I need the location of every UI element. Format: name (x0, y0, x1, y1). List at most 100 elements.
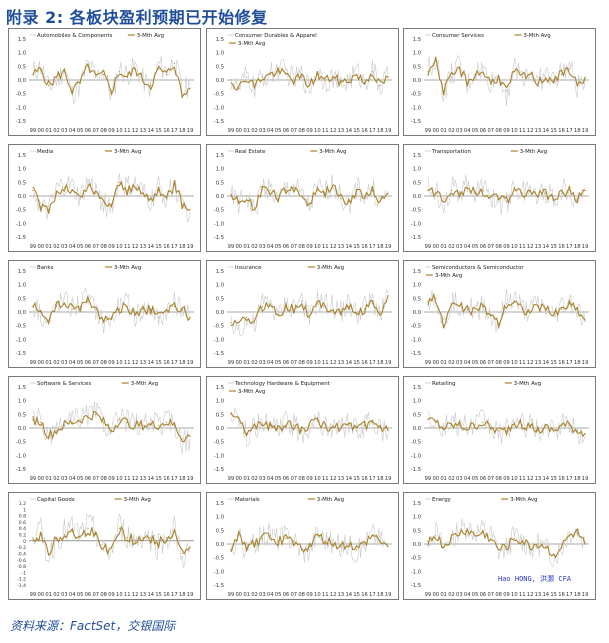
data-point (277, 314, 279, 316)
data-point (584, 189, 586, 192)
y-tick-label: -0.8 (17, 564, 26, 570)
x-tick-label: 14 (147, 128, 154, 134)
y-tick-label: 0.5 (18, 412, 26, 418)
data-point (79, 305, 81, 308)
data-point (134, 314, 136, 316)
y-tick-label: -1.5 (16, 351, 26, 357)
x-tick-label: 03 (456, 244, 463, 250)
x-tick-label: 14 (345, 592, 352, 598)
x-tick-label: 08 (495, 128, 502, 134)
x-tick-label: 04 (267, 476, 274, 482)
data-point (537, 543, 539, 545)
data-point (134, 187, 136, 189)
y-tick-label: 0.0 (216, 310, 224, 316)
data-point (316, 73, 318, 76)
y-tick-label: 0.5 (216, 412, 224, 418)
y-tick-label: -1.5 (214, 119, 224, 125)
x-tick-label: 08 (100, 128, 107, 134)
legend: Consumer Durables & Apparel 3-Mth Avg (228, 33, 317, 47)
data-point (513, 421, 515, 424)
data-point (379, 311, 381, 313)
x-tick-label: 06 (283, 592, 290, 598)
data-point (363, 543, 366, 545)
x-tick-label: 11 (124, 476, 131, 482)
x-tick-label: 16 (163, 360, 170, 366)
x-tick-label: 16 (558, 592, 565, 598)
data-point (482, 189, 484, 192)
data-point (324, 79, 326, 81)
y-tick-label: -1.2 (17, 577, 26, 583)
data-point (474, 424, 476, 426)
data-point (79, 198, 81, 200)
x-tick-label: 01 (440, 360, 447, 366)
x-tick-label: 05 (275, 360, 282, 366)
x-tick-label: 00 (432, 592, 439, 598)
data-point (48, 84, 50, 87)
legend-label-avg: 3-Mth Avg (317, 497, 344, 503)
x-tick-label: 02 (448, 360, 455, 366)
data-point (450, 303, 453, 305)
x-tick-label: 15 (155, 244, 162, 250)
chart-title: Software & Services (37, 381, 91, 387)
x-tick-label: 17 (171, 244, 178, 250)
data-point (387, 295, 389, 297)
x-tick-label: 08 (298, 360, 305, 366)
data-point (498, 322, 500, 324)
data-point (301, 195, 303, 197)
data-point (379, 84, 381, 87)
data-point (181, 438, 183, 440)
x-tick-label: 01 (243, 592, 250, 598)
data-point (553, 79, 555, 81)
x-tick-label: 02 (251, 360, 258, 366)
x-tick-label: 04 (464, 128, 471, 134)
series-monthly-line (32, 55, 191, 105)
y-tick-label: 1.0 (413, 167, 421, 173)
data-point (348, 305, 350, 308)
data-point (55, 305, 58, 308)
y-tick-label: 1.0 (18, 399, 26, 405)
source-note: 资料来源：FactSet，交银国际 (10, 619, 176, 633)
x-tick-label: 08 (495, 476, 502, 482)
x-tick-label: 04 (69, 360, 76, 366)
y-tick-label: -1.0 (214, 337, 224, 343)
data-point (189, 546, 191, 548)
x-tick-label: 05 (472, 476, 479, 482)
series-3mth-avg-line (230, 411, 389, 437)
data-point (63, 303, 65, 305)
x-tick-label: 03 (456, 476, 463, 482)
data-point (529, 73, 531, 76)
data-point (285, 189, 287, 192)
x-tick-label: 00 (432, 244, 439, 250)
series-monthly-line (427, 54, 586, 106)
x-tick-label: 09 (306, 592, 313, 598)
data-point (103, 319, 105, 321)
x-tick-label: 12 (330, 244, 337, 250)
x-tick-label: 07 (92, 244, 99, 250)
data-point (340, 546, 342, 548)
y-tick-label: -1.5 (214, 583, 224, 589)
data-point (474, 73, 476, 76)
x-tick-label: 19 (582, 592, 589, 598)
data-point (150, 424, 152, 426)
x-tick-label: 08 (495, 360, 502, 366)
x-tick-label: 04 (267, 244, 274, 250)
y-tick-label: -0.5 (214, 324, 224, 330)
data-point (142, 79, 144, 81)
series-3mth-avg-line (230, 66, 389, 92)
chart-panel: 1.5 1.0 0.5 0.0 -0.5 -1.0 -1.5 99 00 01 02 03 04 05 06… (403, 28, 596, 136)
x-tick-label: 06 (480, 128, 487, 134)
x-tick-label: 00 (432, 128, 439, 134)
series-monthly-line (230, 407, 389, 447)
data-point (521, 424, 523, 426)
data-point (103, 549, 105, 551)
y-tick-label: -1.0 (16, 337, 26, 343)
y-tick-label: -1.0 (214, 105, 224, 111)
x-tick-label: 01 (45, 592, 52, 598)
data-point (576, 198, 578, 200)
data-point (40, 421, 42, 424)
x-tick-label: 14 (542, 244, 549, 250)
x-tick-label: 11 (322, 128, 329, 134)
x-tick-label: 13 (535, 128, 542, 134)
data-point (348, 424, 350, 426)
data-point (363, 424, 366, 426)
